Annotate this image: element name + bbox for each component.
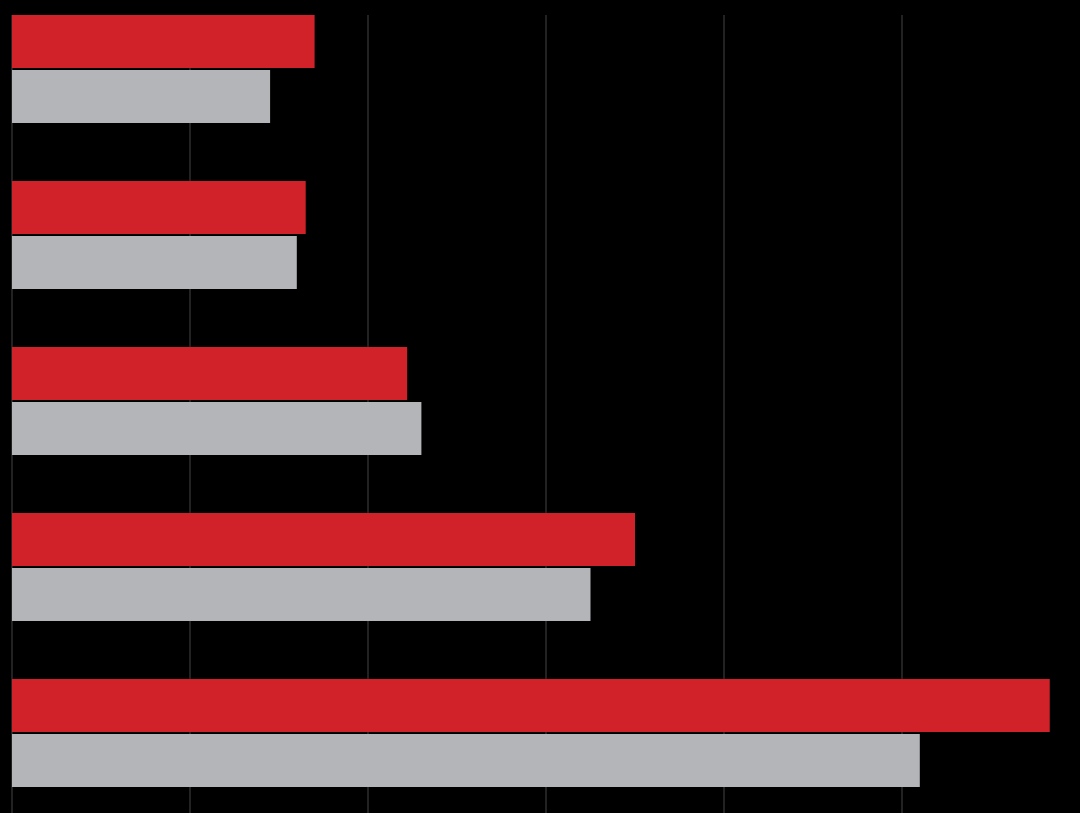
- bar: [12, 568, 591, 621]
- bar: [12, 734, 920, 787]
- bar: [12, 402, 422, 455]
- bar: [12, 513, 635, 566]
- bar: [12, 15, 315, 68]
- bar: [12, 181, 306, 234]
- bar: [12, 70, 271, 123]
- bar: [12, 679, 1050, 732]
- bar: [12, 236, 297, 289]
- bar: [12, 347, 408, 400]
